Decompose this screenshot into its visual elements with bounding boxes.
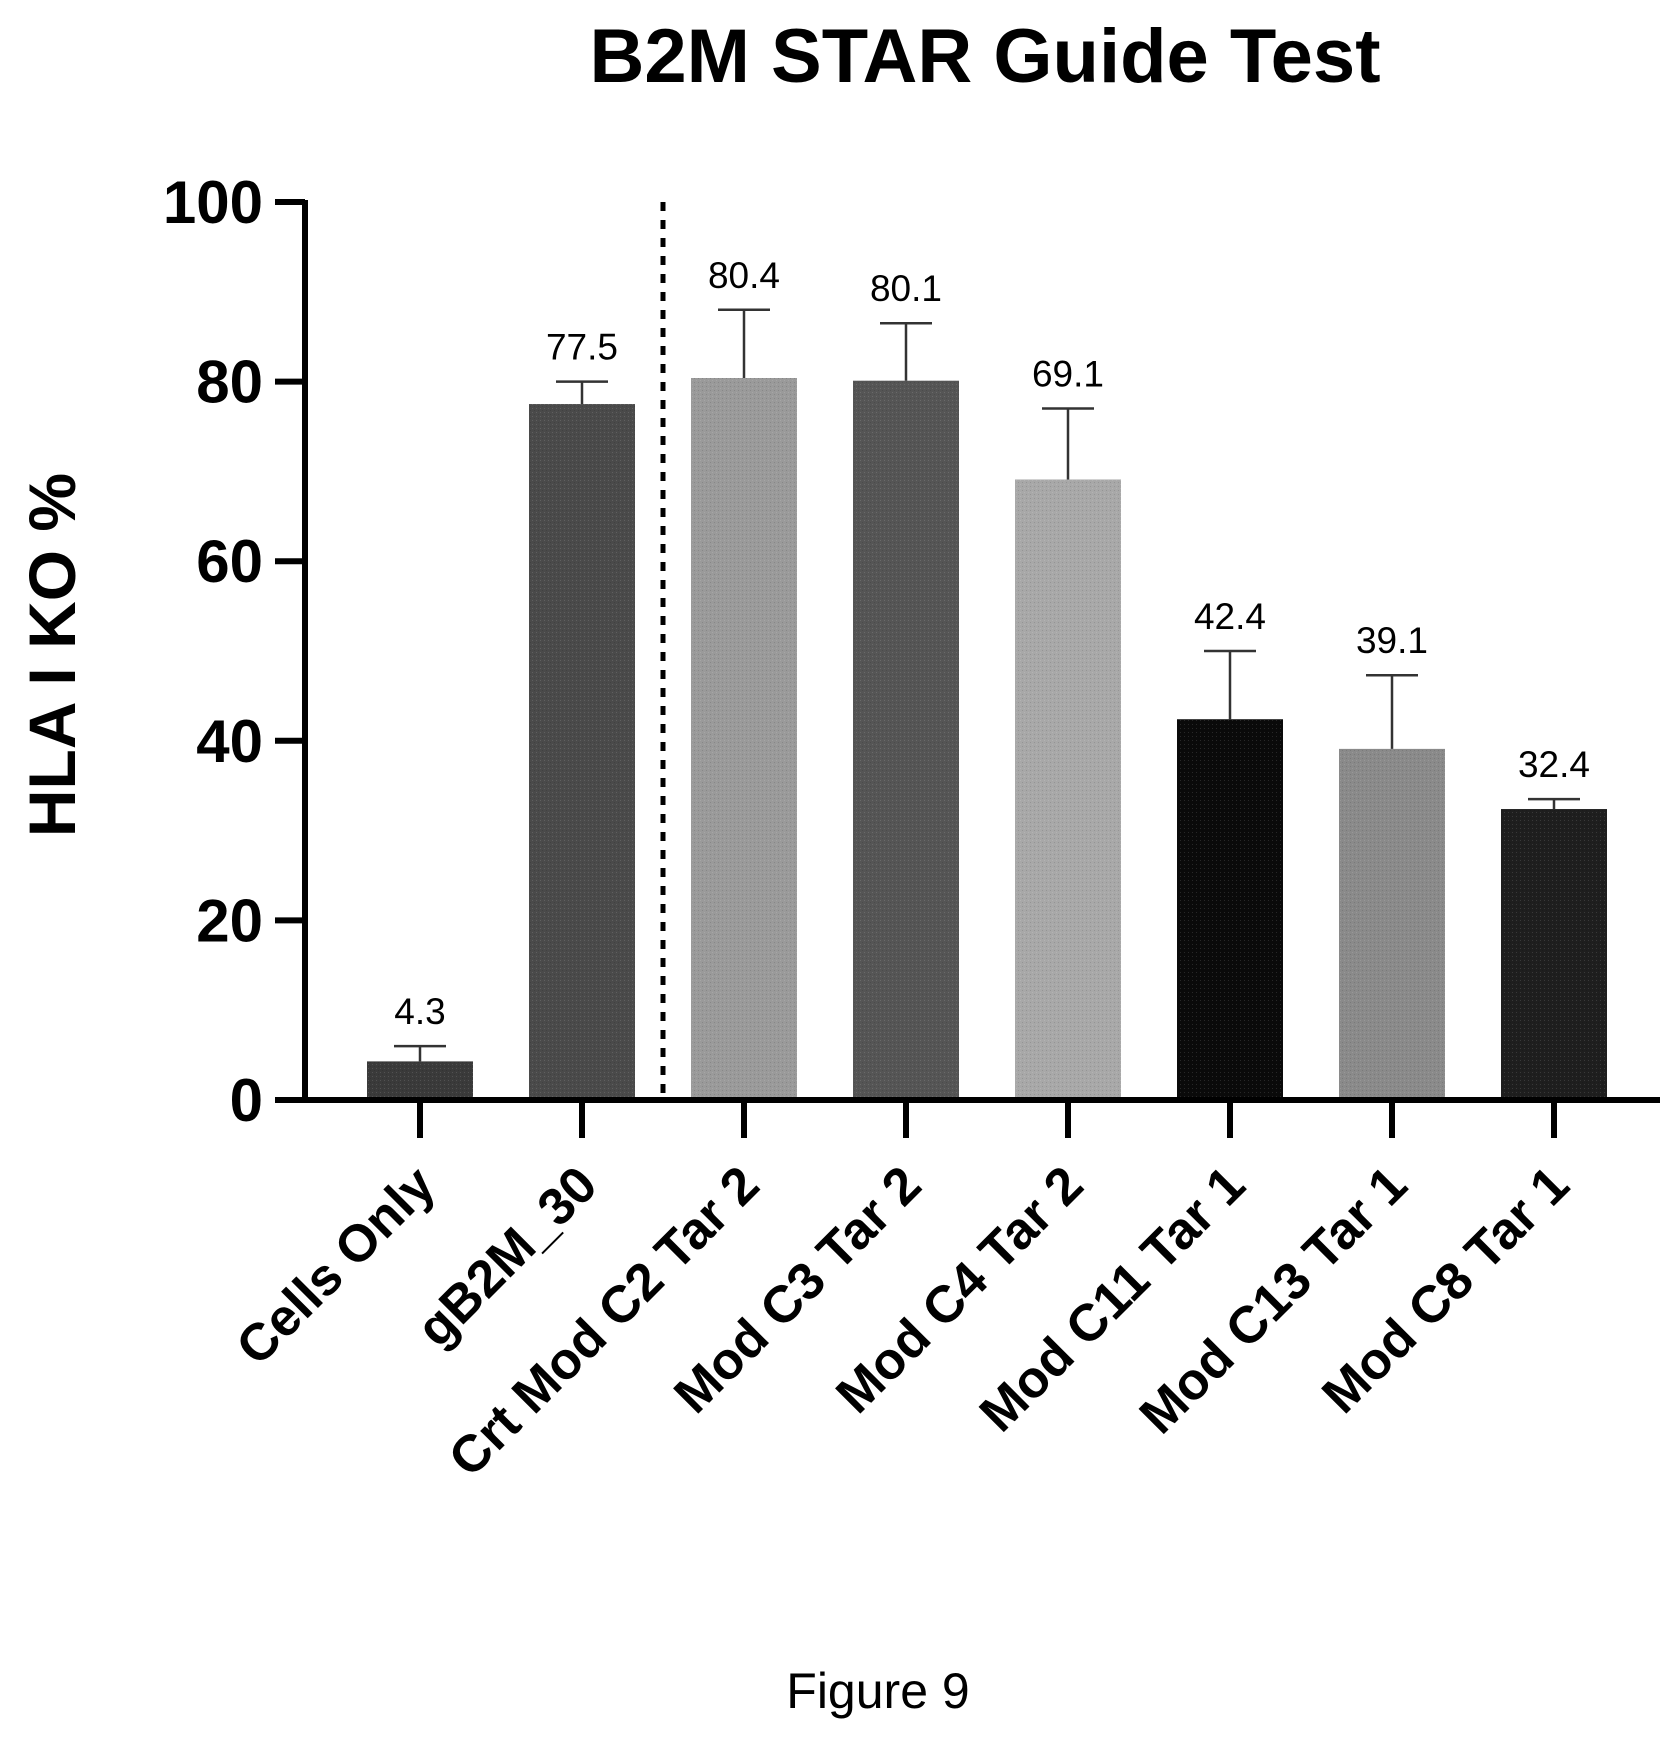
x-tick-label: Cells Only [226, 1155, 447, 1376]
data-label: 77.5 [546, 327, 618, 368]
bar-texture [1501, 809, 1607, 1100]
y-tick-label: 20 [196, 887, 263, 954]
bar-texture [1177, 719, 1283, 1100]
y-tick-label: 40 [196, 708, 263, 775]
bar-texture [367, 1061, 473, 1100]
chart-title: B2M STAR Guide Test [589, 14, 1380, 99]
y-axis-label: HLA I KO % [15, 473, 89, 837]
data-label: 69.1 [1032, 354, 1104, 395]
data-label: 4.3 [394, 991, 445, 1032]
y-tick-label: 80 [196, 349, 263, 416]
figure-caption: Figure 9 [786, 1663, 969, 1719]
data-label: 32.4 [1518, 744, 1590, 785]
bar-texture [1015, 479, 1121, 1100]
y-tick-label: 100 [163, 169, 263, 236]
x-tick-label: Crt Mod C2 Tar 2 [438, 1155, 770, 1487]
data-label: 80.4 [708, 255, 780, 296]
y-tick-label: 0 [230, 1067, 263, 1134]
bar-texture [529, 404, 635, 1100]
y-tick-label: 60 [196, 528, 263, 595]
data-label: 39.1 [1356, 620, 1428, 661]
data-label: 42.4 [1194, 596, 1266, 637]
plot-area: 4.3 77.5 80.4 80.1 69.1 42.4 39.1 32.4 0 20 40 60 80… [163, 169, 1660, 1488]
bar-texture [691, 378, 797, 1100]
bar-texture [1339, 748, 1445, 1100]
data-label: 80.1 [870, 268, 942, 309]
bar-texture [853, 380, 959, 1100]
